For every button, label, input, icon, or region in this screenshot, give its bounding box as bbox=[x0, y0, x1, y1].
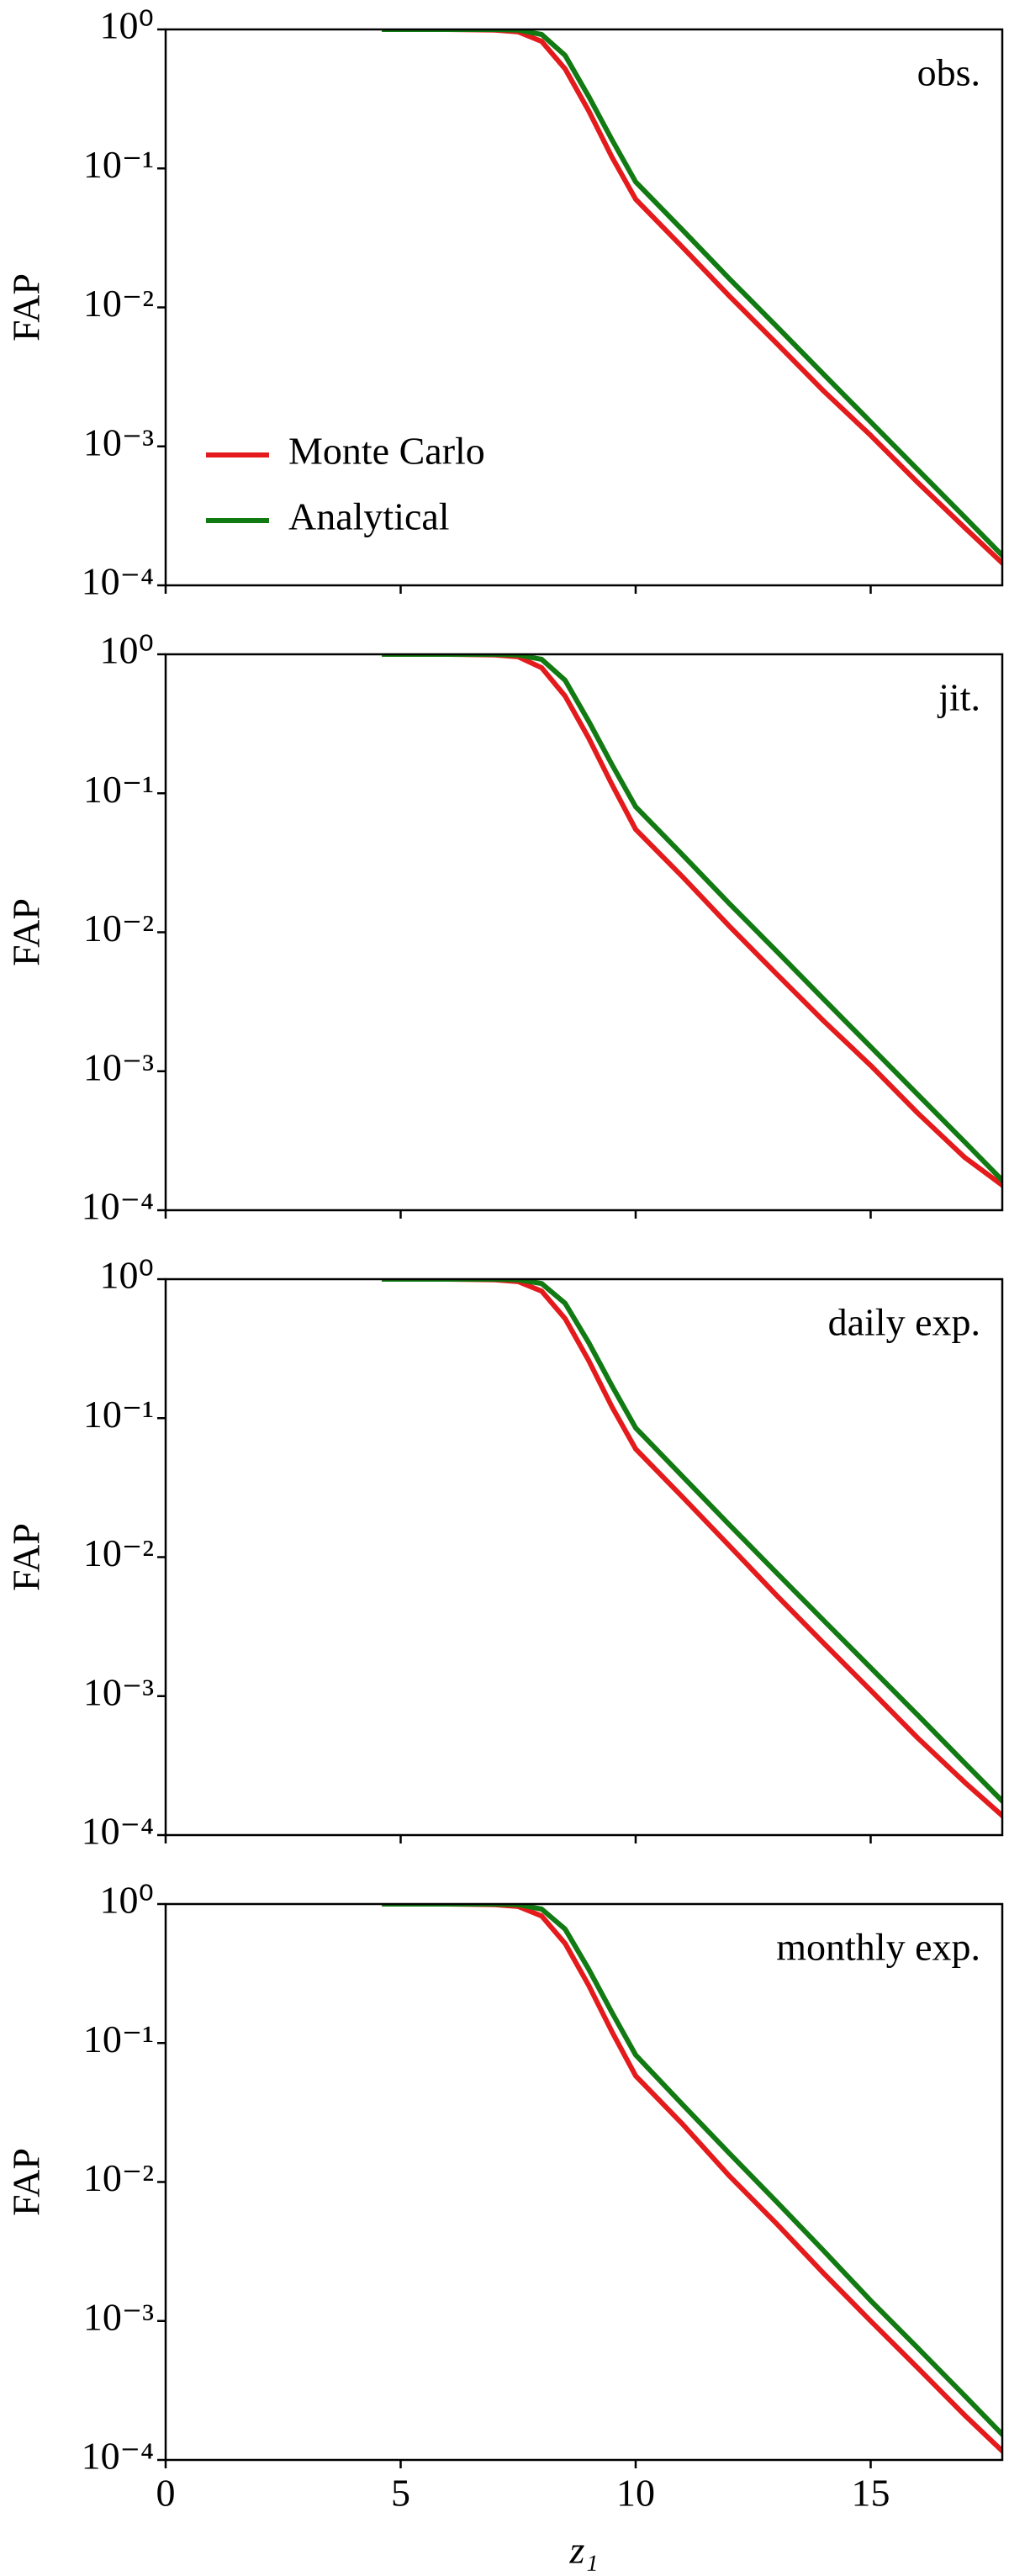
line-series bbox=[382, 1279, 1002, 1819]
y-axis-label: FAP bbox=[5, 898, 48, 966]
y-axis-label: FAP bbox=[5, 2148, 48, 2216]
line-series bbox=[382, 654, 1002, 1188]
x-tick-label: 0 bbox=[156, 2472, 176, 2515]
plot-frame bbox=[164, 1277, 1004, 1837]
legend-label: Monte Carlo bbox=[288, 430, 485, 473]
line-series bbox=[382, 1904, 1002, 2455]
panel-label: daily exp. bbox=[828, 1301, 980, 1344]
y-tick-label: 10⁻³ bbox=[83, 1670, 154, 1713]
y-tick-label: 10⁻³ bbox=[83, 421, 154, 463]
y-tick-label: 10⁻⁴ bbox=[82, 560, 154, 603]
y-tick-label: 10⁻¹ bbox=[83, 2018, 154, 2060]
plot-frame bbox=[164, 1902, 1004, 2462]
line-series bbox=[382, 29, 1002, 559]
legend-label: Analytical bbox=[288, 495, 450, 538]
panel-label: obs. bbox=[917, 51, 980, 94]
line-series bbox=[382, 29, 1002, 567]
plot-frame bbox=[164, 653, 1004, 1212]
y-tick-label: 10⁻¹ bbox=[83, 1393, 154, 1436]
y-tick-label: 10⁻⁴ bbox=[82, 1185, 154, 1228]
y-tick-label: 10⁰ bbox=[100, 1254, 154, 1297]
y-tick-label: 10⁻² bbox=[83, 2156, 154, 2199]
y-tick-label: 10⁰ bbox=[100, 1879, 154, 1922]
y-tick-label: 10⁻³ bbox=[83, 1045, 154, 1088]
y-tick-label: 10⁻¹ bbox=[83, 143, 154, 186]
y-tick-label: 10⁰ bbox=[100, 629, 154, 672]
y-tick-label: 10⁻³ bbox=[83, 2295, 154, 2338]
y-tick-label: 10⁻⁴ bbox=[82, 1810, 154, 1853]
panel-label: monthly exp. bbox=[776, 1926, 980, 1969]
x-tick-label: 5 bbox=[391, 2472, 410, 2515]
y-tick-label: 10⁻² bbox=[83, 1531, 154, 1574]
x-tick-label: 10 bbox=[616, 2472, 655, 2515]
y-tick-label: 10⁻² bbox=[83, 282, 154, 325]
panel-label: jit. bbox=[937, 676, 980, 719]
y-tick-label: 10⁻¹ bbox=[83, 768, 154, 811]
y-tick-label: 10⁻⁴ bbox=[82, 2435, 154, 2478]
x-tick-label: 15 bbox=[851, 2472, 890, 2515]
line-series bbox=[382, 1279, 1002, 1805]
y-axis-label: FAP bbox=[5, 1523, 48, 1591]
y-axis-label: FAP bbox=[5, 273, 48, 341]
x-axis-label: z₁ bbox=[569, 2529, 599, 2572]
y-tick-label: 10⁻² bbox=[83, 907, 154, 949]
y-tick-label: 10⁰ bbox=[100, 4, 154, 47]
